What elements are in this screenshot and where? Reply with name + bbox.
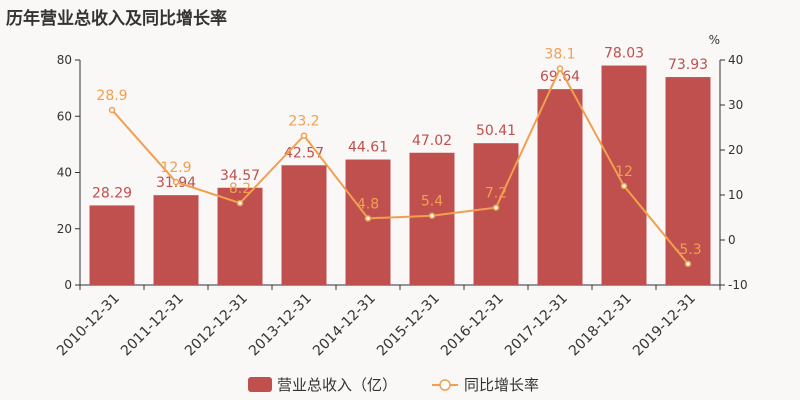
y-left-tick-label: 40: [57, 166, 72, 180]
bar: [281, 165, 327, 285]
growth-point: [684, 260, 692, 268]
growth-point: [492, 204, 500, 211]
y-right-tick-label: 40: [728, 53, 743, 67]
growth-value-label: 23.2: [288, 114, 319, 130]
bar-value-label: 78.03: [604, 46, 644, 62]
legend-line-marker: [439, 379, 451, 391]
growth-value-label: 12: [615, 164, 633, 180]
x-tick-label: 2011-12-31: [118, 291, 187, 360]
growth-point: [364, 215, 372, 222]
growth-point: [300, 132, 308, 139]
y-right-tick-label: -10: [728, 278, 748, 292]
bar: [153, 195, 199, 285]
bar: [89, 205, 135, 285]
x-tick-label: 2016-12-31: [438, 291, 507, 360]
growth-value-label: -5.3: [674, 242, 701, 258]
growth-line: [111, 66, 689, 265]
growth-point: [556, 65, 564, 72]
growth-value-label: 4.8: [357, 196, 379, 212]
legend-line-label: 同比增长率: [464, 376, 539, 394]
x-tick-label: 2015-12-31: [374, 291, 443, 360]
bar-value-label: 44.61: [348, 140, 388, 156]
bar: [601, 65, 647, 286]
y-right-tick-label: 10: [728, 188, 743, 202]
y-left-tick-label: 80: [57, 53, 72, 67]
x-tick-label: 2012-12-31: [182, 291, 251, 360]
x-tick-label: 2018-12-31: [566, 291, 635, 360]
growth-point: [428, 212, 436, 219]
growth-point: [108, 106, 116, 114]
growth-value-label: 38.1: [544, 47, 575, 63]
x-tick-label: 2013-12-31: [246, 291, 315, 360]
x-tick-label: 2014-12-31: [310, 291, 379, 360]
growth-point: [236, 199, 244, 207]
growth-value-label: 7.2: [485, 186, 507, 202]
growth-value-label: 28.9: [96, 88, 127, 104]
bar-value-label: 73.93: [668, 57, 708, 73]
bar-value-label: 34.57: [220, 168, 260, 184]
y-left-tick-label: 0: [64, 278, 72, 292]
growth-value-label: 5.4: [421, 194, 443, 210]
legend-bar-label: 营业总收入（亿）: [277, 376, 397, 394]
bar: [473, 143, 519, 285]
y-right-tick-label: 30: [728, 98, 743, 112]
bar-value-label: 50.41: [476, 123, 516, 139]
y-right-unit-label: %: [709, 33, 720, 47]
growth-value-label: 12.9: [160, 160, 191, 176]
bar: [537, 89, 583, 285]
x-tick-label: 2010-12-31: [54, 291, 123, 360]
x-tick-label: 2019-12-31: [630, 291, 699, 360]
bar: [665, 77, 711, 286]
growth-value-label: 8.2: [229, 181, 251, 197]
y-left-tick-label: 20: [57, 222, 72, 236]
legend-bar-swatch: [248, 377, 272, 392]
bar-value-label: 47.02: [412, 133, 452, 149]
x-tick-label: 2017-12-31: [502, 291, 571, 360]
y-right-tick-label: 0: [728, 233, 736, 247]
y-right-tick-label: 20: [728, 143, 743, 157]
growth-point: [172, 178, 180, 186]
chart-title: 历年营业总收入及同比增长率: [6, 9, 227, 29]
growth-point: [620, 182, 628, 190]
y-left-tick-label: 60: [57, 109, 72, 123]
bar-value-label: 69.64: [540, 69, 580, 85]
bar-value-label: 28.29: [92, 185, 132, 201]
bar: [345, 159, 391, 285]
